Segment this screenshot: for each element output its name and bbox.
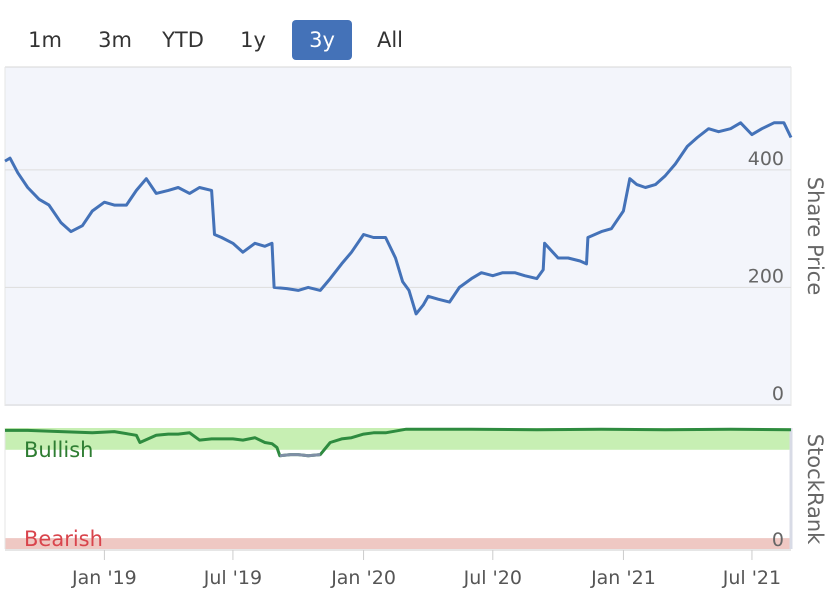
bearish-label: Bearish: [24, 527, 103, 551]
bullish-label: Bullish: [24, 438, 93, 462]
range-1m-button[interactable]: 1m: [28, 28, 62, 52]
price-y-tick-label: 200: [748, 265, 784, 287]
price-y-tick-label: 400: [748, 148, 784, 170]
stockrank-line: [5, 427, 792, 458]
bullish-band: [5, 428, 791, 450]
range-1y-button[interactable]: 1y: [240, 28, 266, 52]
share-price-line: [4, 121, 793, 316]
range-all-button[interactable]: All: [376, 28, 404, 52]
x-tick-label: Jan '20: [330, 567, 396, 589]
rank-y-tick-label: 0: [772, 529, 784, 551]
rank-y-axis-labels: 0: [772, 529, 784, 551]
x-tick-label: Jul '20: [463, 567, 522, 589]
price-y-tick-label: 0: [772, 383, 784, 405]
range-selector: 1m 3m YTD 1y 3y All: [0, 0, 836, 70]
range-3y-button[interactable]: 3y: [292, 20, 352, 60]
x-axis: Jan '19 Jul '19 Jan '20 Jul '20 Jan '21 Jul '…: [71, 550, 781, 589]
bearish-band: [5, 538, 791, 549]
x-tick-label: Jul '19: [203, 567, 262, 589]
range-3m-button[interactable]: 3m: [98, 28, 132, 52]
price-plot-area: [5, 67, 791, 406]
x-tick-label: Jul '21: [722, 567, 781, 589]
price-y-axis-labels: 0 200 400: [748, 148, 784, 405]
price-y-axis-title: Share Price: [803, 177, 827, 296]
x-tick-label: Jan '19: [71, 567, 137, 589]
x-tick-label: Jan '21: [590, 567, 656, 589]
rank-y-axis-title: StockRank: [803, 434, 827, 545]
range-ytd-button[interactable]: YTD: [162, 28, 204, 52]
stockrank-low-segment: [279, 453, 321, 458]
price-gridlines: [5, 169, 791, 288]
